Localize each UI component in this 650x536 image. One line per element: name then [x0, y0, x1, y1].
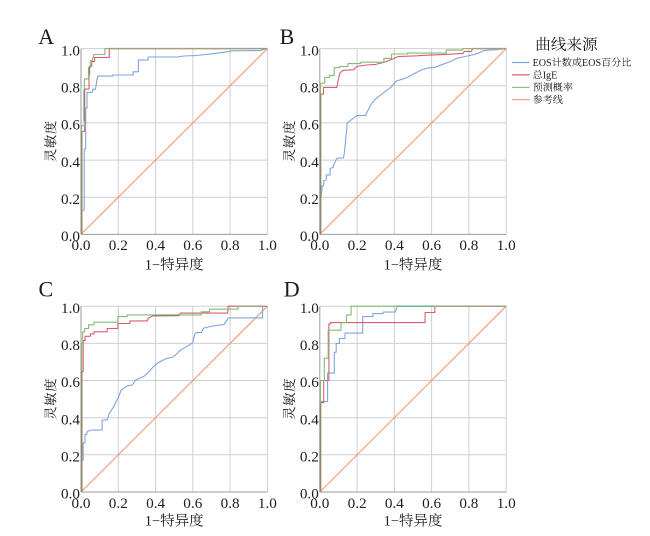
- svg-text:0.8: 0.8: [221, 495, 240, 512]
- svg-text:EOS: EOS: [582, 58, 601, 69]
- svg-text:0.2: 0.2: [109, 495, 128, 512]
- svg-text:0.0: 0.0: [61, 486, 80, 503]
- svg-text:0.0: 0.0: [300, 228, 319, 245]
- svg-text:0.8: 0.8: [300, 337, 319, 354]
- svg-text:0.6: 0.6: [183, 237, 202, 254]
- svg-text:0.8: 0.8: [61, 337, 80, 354]
- svg-text:0.2: 0.2: [109, 237, 128, 254]
- svg-text:1−: 1−: [145, 514, 160, 530]
- svg-text:0.0: 0.0: [310, 495, 329, 512]
- svg-text:0.4: 0.4: [61, 411, 80, 428]
- svg-text:1.0: 1.0: [258, 495, 277, 512]
- svg-text:IgE: IgE: [543, 70, 558, 81]
- svg-text:0.4: 0.4: [300, 154, 319, 171]
- svg-text:1−: 1−: [145, 257, 160, 273]
- svg-text:0.0: 0.0: [310, 237, 329, 254]
- svg-text:1.0: 1.0: [258, 237, 277, 254]
- svg-text:0.6: 0.6: [300, 374, 319, 391]
- svg-text:0.6: 0.6: [183, 495, 202, 512]
- svg-text:0.4: 0.4: [300, 411, 319, 428]
- svg-text:1.0: 1.0: [61, 42, 80, 59]
- svg-text:0.6: 0.6: [300, 117, 319, 134]
- svg-text:C: C: [38, 277, 53, 302]
- svg-text:0.4: 0.4: [146, 237, 165, 254]
- svg-text:0.2: 0.2: [61, 449, 80, 466]
- svg-text:1.0: 1.0: [61, 300, 80, 317]
- svg-text:0.2: 0.2: [348, 237, 367, 254]
- svg-text:1.0: 1.0: [300, 42, 319, 59]
- svg-text:0.8: 0.8: [459, 495, 478, 512]
- svg-text:A: A: [38, 24, 54, 49]
- svg-text:0.2: 0.2: [61, 191, 80, 208]
- svg-text:0.0: 0.0: [61, 228, 80, 245]
- svg-text:0.2: 0.2: [348, 495, 367, 512]
- svg-text:1.0: 1.0: [497, 237, 516, 254]
- svg-text:1.0: 1.0: [300, 300, 319, 317]
- svg-text:0.8: 0.8: [221, 237, 240, 254]
- svg-text:EOS: EOS: [533, 58, 552, 69]
- svg-text:0.6: 0.6: [422, 237, 441, 254]
- svg-text:0.0: 0.0: [72, 237, 91, 254]
- svg-text:D: D: [284, 277, 300, 302]
- svg-text:B: B: [280, 24, 295, 49]
- svg-text:0.6: 0.6: [61, 117, 80, 134]
- svg-text:0.2: 0.2: [300, 191, 319, 208]
- svg-text:1.0: 1.0: [497, 495, 516, 512]
- svg-text:0.4: 0.4: [385, 495, 404, 512]
- svg-text:0.4: 0.4: [385, 237, 404, 254]
- svg-text:1−: 1−: [384, 514, 399, 530]
- svg-text:0.4: 0.4: [146, 495, 165, 512]
- svg-text:0.0: 0.0: [72, 495, 91, 512]
- svg-text:0.4: 0.4: [61, 154, 80, 171]
- svg-text:0.8: 0.8: [300, 80, 319, 97]
- svg-text:0.0: 0.0: [300, 486, 319, 503]
- svg-text:0.8: 0.8: [61, 80, 80, 97]
- svg-text:0.2: 0.2: [300, 449, 319, 466]
- svg-text:0.6: 0.6: [61, 374, 80, 391]
- svg-text:1−: 1−: [384, 257, 399, 273]
- svg-text:0.8: 0.8: [459, 237, 478, 254]
- svg-text:0.6: 0.6: [422, 495, 441, 512]
